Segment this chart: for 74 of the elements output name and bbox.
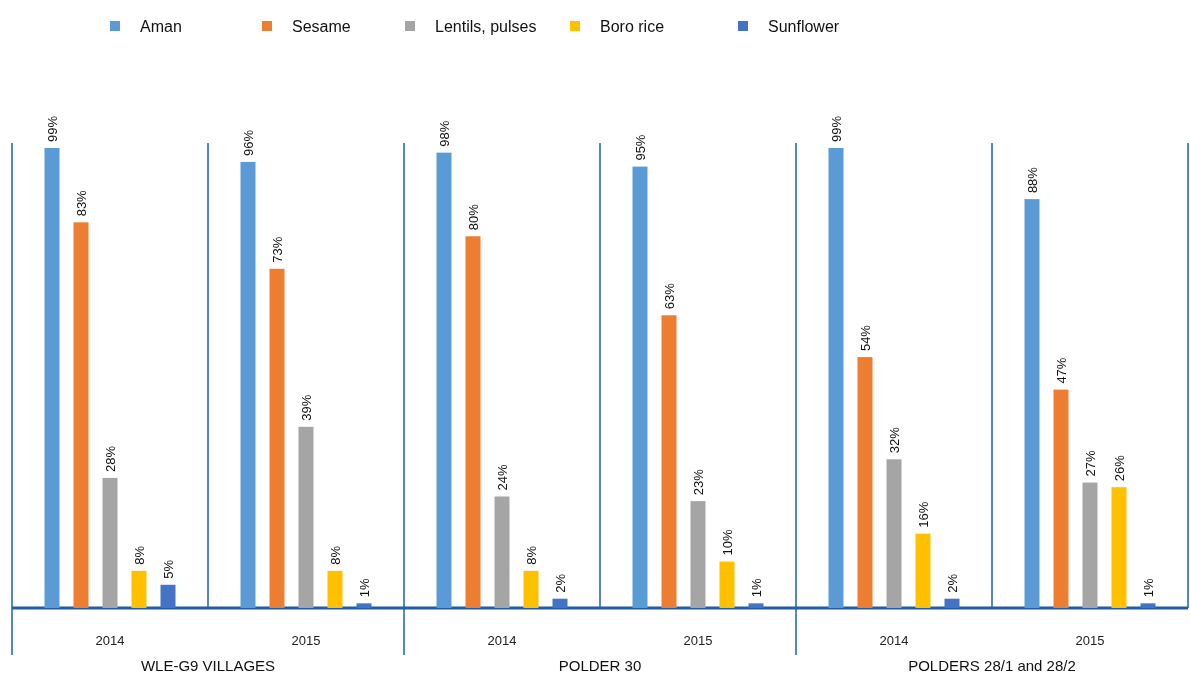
bar — [523, 570, 539, 608]
x-tick-label: 2015 — [683, 633, 713, 648]
data-label: 5% — [161, 559, 176, 579]
data-label: 24% — [495, 464, 510, 491]
x-tick-label: 2014 — [95, 633, 125, 648]
bar — [857, 357, 873, 608]
bar — [944, 598, 960, 608]
data-label: 8% — [524, 545, 539, 565]
data-label: 27% — [1083, 450, 1098, 477]
bar — [719, 561, 735, 608]
legend-label: Sesame — [292, 18, 351, 35]
bar — [1082, 482, 1098, 608]
data-label: 8% — [328, 545, 343, 565]
legend-label: Boro rice — [600, 18, 665, 35]
data-label: 1% — [749, 578, 764, 598]
bar — [886, 459, 902, 608]
bar — [269, 268, 285, 608]
bar — [1111, 487, 1127, 608]
data-label: 8% — [132, 545, 147, 565]
data-label: 63% — [662, 282, 677, 310]
bar — [690, 501, 706, 608]
data-label: 95% — [633, 134, 648, 161]
x-tick-label: 2014 — [487, 633, 517, 648]
text: WLE-G9 VILLAGES — [140, 657, 276, 673]
data-label: 83% — [74, 189, 89, 217]
legend-label: Sunflower — [768, 18, 840, 35]
bar — [131, 570, 147, 608]
bar — [1140, 603, 1156, 608]
bar — [298, 426, 314, 608]
data-label: 98% — [437, 120, 452, 147]
data-label: 1% — [357, 578, 372, 598]
data-label: 47% — [1054, 357, 1069, 384]
data-label: 16% — [916, 501, 931, 528]
bar — [465, 236, 481, 608]
bar — [1053, 389, 1069, 608]
text: POLDERS 28/1 and 28/2 — [908, 657, 1076, 673]
bar — [661, 315, 677, 608]
legend-label: Aman — [140, 18, 182, 35]
bar — [828, 148, 844, 608]
x-tick-label: 2015 — [1075, 633, 1105, 648]
bar — [327, 570, 343, 608]
data-label: 23% — [691, 468, 706, 496]
data-label: 1% — [1141, 578, 1156, 598]
legend-label: Lentils, pulses — [435, 18, 537, 35]
data-label: 73% — [270, 236, 285, 263]
bar — [748, 603, 764, 608]
data-label: 80% — [466, 203, 481, 231]
bar — [1024, 199, 1040, 608]
bar — [356, 603, 372, 608]
data-label: 88% — [1025, 166, 1040, 194]
text: POLDER 30 — [558, 657, 642, 673]
bar — [632, 166, 648, 608]
data-label: 54% — [858, 324, 873, 352]
data-label: 96% — [241, 129, 256, 156]
data-label: 99% — [829, 115, 844, 142]
bar — [44, 148, 60, 608]
data-label: 26% — [1112, 454, 1127, 482]
data-label: 10% — [720, 529, 735, 556]
data-label: 2% — [945, 573, 960, 593]
data-label: 32% — [887, 426, 902, 454]
bar — [552, 598, 568, 608]
bar — [160, 584, 176, 608]
bar — [494, 496, 510, 608]
data-label: 39% — [299, 394, 314, 421]
bar — [915, 533, 931, 608]
x-tick-label: 2015 — [291, 633, 321, 648]
bar — [73, 222, 89, 608]
bar — [240, 161, 256, 608]
data-label: 99% — [45, 115, 60, 142]
bar — [102, 477, 118, 608]
bar — [436, 152, 452, 608]
x-tick-label: 2014 — [879, 633, 909, 648]
data-label: 2% — [553, 573, 568, 593]
data-label: 28% — [103, 445, 118, 472]
